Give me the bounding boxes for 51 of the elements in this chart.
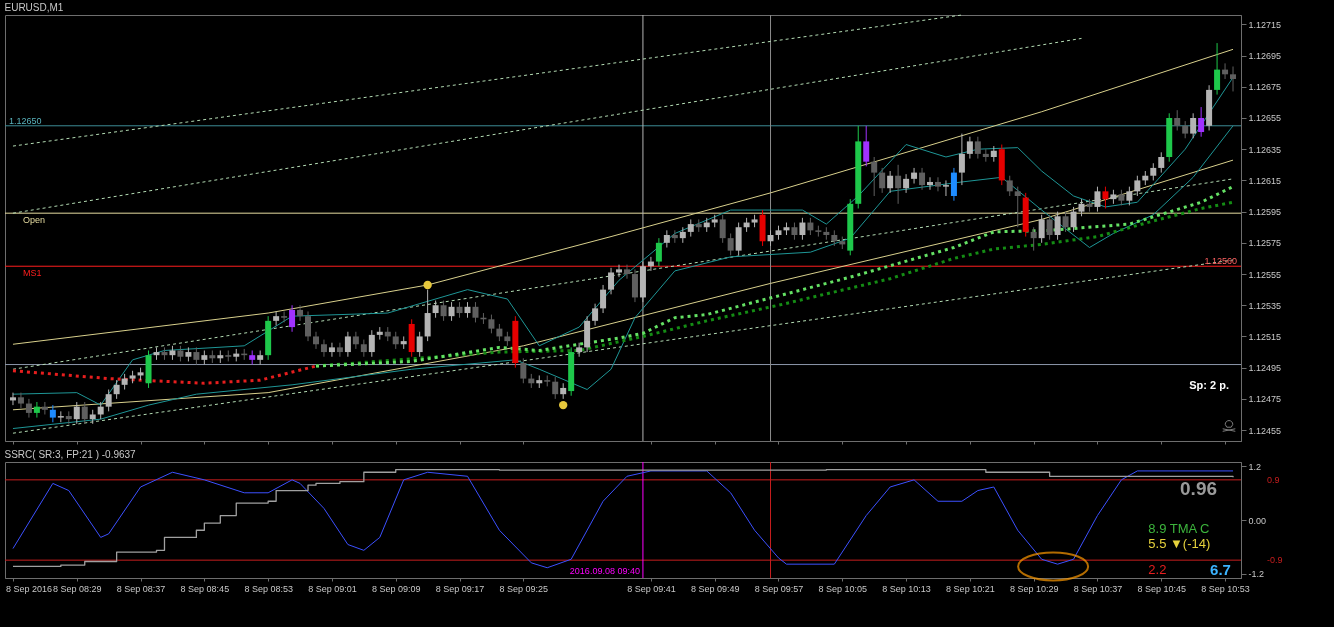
annotation: Sp: 2 p. (1189, 378, 1229, 391)
y-tick-label: 1.12515 (1248, 331, 1282, 342)
annotation: 5.5 ▼(-14) (1148, 536, 1211, 552)
x-tick-label: 8 Sep 10:21 (946, 583, 995, 594)
y-tick-label: 1.12555 (1248, 269, 1282, 280)
ref-line-label: Open (23, 215, 46, 226)
y-tick-label: 1.12535 (1248, 300, 1282, 311)
y-tick-label: 1.12695 (1248, 51, 1282, 62)
x-tick-label: 8 Sep 10:05 (818, 583, 868, 594)
y-tick-label: 1.12615 (1248, 175, 1282, 186)
y-tick-label: 1.12575 (1248, 238, 1282, 249)
x-tick-label: 8 Sep 08:45 (180, 583, 230, 594)
x-tick-label: 8 Sep 10:37 (1073, 583, 1123, 594)
annotation: 6.7 (1210, 560, 1231, 578)
y-tick-label: 0.00 (1248, 515, 1267, 526)
x-tick-label: 8 Sep 09:09 (371, 583, 421, 594)
x-tick-label: 8 Sep 08:53 (244, 583, 293, 594)
chart-title: SSRC( SR:3, FP:21 ) -0.9637 (4, 448, 137, 460)
annotation: 1.12650 (9, 115, 42, 126)
x-tick-label: 8 Sep 08:29 (52, 583, 102, 594)
x-tick-label: 8 Sep 09:57 (754, 583, 804, 594)
x-tick-label: 8 Sep 10:45 (1137, 583, 1187, 594)
x-tick-label: 8 Sep 09:01 (308, 583, 357, 594)
chart-title: EURUSD,M1 (4, 1, 64, 13)
x-tick-label: 8 Sep 10:13 (882, 583, 931, 594)
ref-line-label: 0.9 (1267, 474, 1280, 485)
x-tick-label: 8 Sep 10:53 (1201, 583, 1250, 594)
y-tick-label: 1.12635 (1248, 144, 1282, 155)
ref-line-label: MS1 (23, 268, 42, 279)
ref-line-label: 2016.09.08 09:40 (569, 566, 640, 576)
y-tick-label: 1.12455 (1248, 425, 1282, 436)
x-tick-label: 8 Sep 08:37 (116, 583, 166, 594)
y-tick-label: 1.12595 (1248, 207, 1282, 218)
x-tick-label: 8 Sep 09:49 (690, 583, 740, 594)
annotation: 8.9 TMA C (1148, 521, 1210, 537)
x-tick-label: 8 Sep 09:25 (499, 583, 549, 594)
y-tick-label: 1.12655 (1248, 113, 1282, 124)
y-tick-label: 1.12675 (1248, 82, 1282, 93)
y-tick-label: 1.12495 (1248, 363, 1282, 374)
x-tick-label: 8 Sep 09:17 (435, 583, 485, 594)
x-tick-label: 8 Sep 09:41 (627, 583, 676, 594)
y-tick-label: -1.2 (1248, 569, 1265, 580)
text: 8 Sep 2016 (6, 584, 53, 594)
x-tick-label: 8 Sep 10:29 (1009, 583, 1059, 594)
annotation: 1.12560 (1204, 256, 1237, 267)
annotation: 0.96 (1180, 478, 1218, 500)
ref-line-label: -0.9 (1267, 555, 1283, 566)
y-tick-label: 1.12715 (1248, 19, 1282, 30)
y-tick-label: 1.2 (1248, 461, 1262, 472)
annotation: 2.2 (1148, 561, 1167, 577)
y-tick-label: 1.12475 (1248, 394, 1282, 405)
